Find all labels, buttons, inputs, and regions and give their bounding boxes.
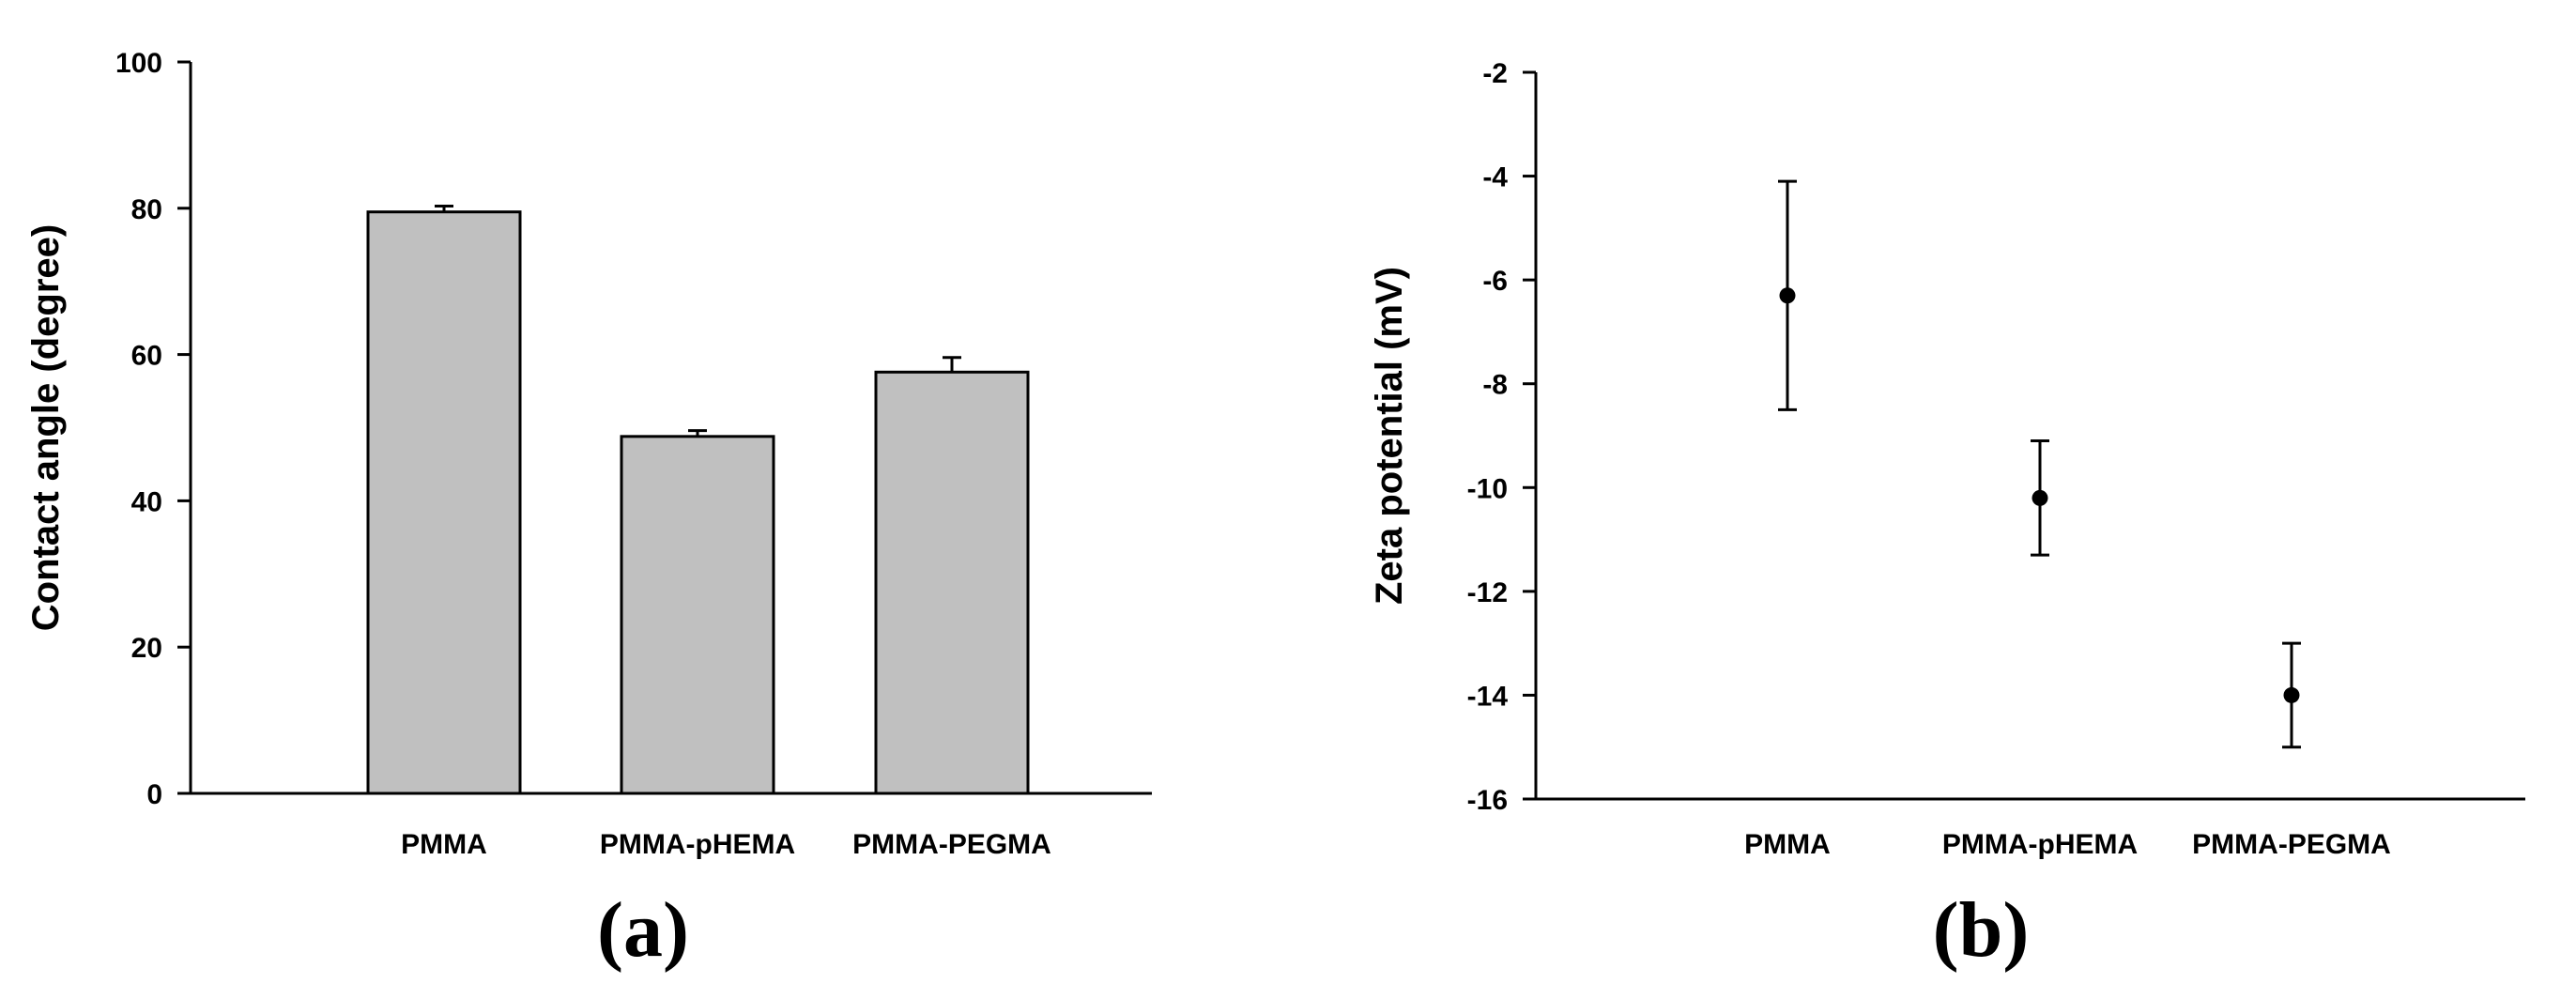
y-tick-label: -12 xyxy=(1467,577,1508,608)
chart-panel-a: 0 20 40 60 80 100 PMMA PMMA-pHEMA PMMA-PEGMA Cont… xyxy=(25,48,1152,974)
y-tick-label: 60 xyxy=(131,341,162,372)
y-tick-label: -16 xyxy=(1467,785,1508,816)
y-tick-label: -6 xyxy=(1482,266,1508,297)
x-tick-label: PMMA-pHEMA xyxy=(600,829,795,860)
chart-panel-b: -16 -14 -12 -10 -8 -6 -4 -2 PMMA PMMA-pHEMA PMMA-P… xyxy=(1369,58,2525,974)
y-tick-label: -4 xyxy=(1482,162,1508,193)
y-tick-label: 80 xyxy=(131,194,162,225)
bar xyxy=(620,435,775,795)
bar xyxy=(874,370,1030,795)
x-tick-label: PMMA xyxy=(1744,829,1831,860)
x-tick-label: PMMA-PEGMA xyxy=(852,829,1051,860)
bar xyxy=(366,210,522,795)
y-tick-label: -2 xyxy=(1482,58,1508,89)
x-tick-label: PMMA-pHEMA xyxy=(1942,829,2138,860)
y-tick-label: -8 xyxy=(1482,370,1508,401)
y-tick-label: 40 xyxy=(131,486,162,517)
y-tick-label: 100 xyxy=(115,48,162,79)
data-point xyxy=(1779,287,1796,304)
y-axis-title: Contact angle (degree) xyxy=(25,224,67,631)
data-point xyxy=(2283,686,2300,703)
x-tick-label: PMMA-PEGMA xyxy=(2192,829,2391,860)
y-axis-title: Zeta potential (mV) xyxy=(1369,267,1410,605)
panel-label: (a) xyxy=(597,886,689,974)
x-tick-label: PMMA xyxy=(401,829,487,860)
y-tick-label: -10 xyxy=(1467,473,1508,504)
panel-label: (b) xyxy=(1933,886,2030,974)
y-tick-label: 20 xyxy=(131,633,162,664)
y-tick-label: -14 xyxy=(1467,681,1509,712)
y-tick-label: 0 xyxy=(146,779,162,810)
data-point xyxy=(2032,489,2048,506)
